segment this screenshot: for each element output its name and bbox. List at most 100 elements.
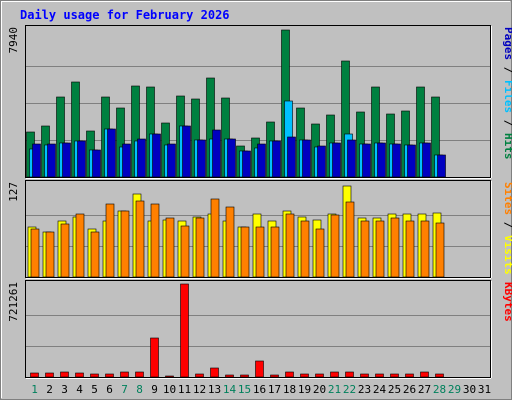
bar-pages-day-13 bbox=[212, 129, 221, 178]
bar-pages-day-25 bbox=[392, 143, 401, 178]
panel-frame bbox=[25, 25, 491, 178]
bar-sites-day-19 bbox=[300, 220, 310, 278]
bar-kbytes-day-20 bbox=[315, 373, 324, 378]
panel-hits-files-pages: 7940 Pages / Files / Hits bbox=[7, 25, 512, 179]
bar-sites-day-21 bbox=[330, 214, 340, 278]
day-label-18: 18 bbox=[283, 383, 296, 396]
series-kbytes bbox=[30, 283, 444, 378]
bar-pages-day-18 bbox=[287, 136, 296, 178]
legend-separator: / bbox=[502, 113, 512, 133]
bar-kbytes-day-18 bbox=[285, 371, 294, 378]
day-label-22: 22 bbox=[343, 383, 356, 396]
day-label-20: 20 bbox=[313, 383, 326, 396]
bar-kbytes-day-21 bbox=[330, 371, 339, 378]
bar-sites-day-13 bbox=[210, 198, 220, 278]
bar-sites-day-6 bbox=[105, 203, 115, 278]
day-label-25: 25 bbox=[388, 383, 401, 396]
day-label-29: 29 bbox=[448, 383, 461, 396]
day-label-26: 26 bbox=[403, 383, 416, 396]
bar-kbytes-day-27 bbox=[420, 371, 429, 378]
day-label-16: 16 bbox=[253, 383, 266, 396]
bar-sites-day-22 bbox=[345, 201, 355, 278]
bar-kbytes-day-23 bbox=[360, 373, 369, 378]
bar-kbytes-day-22 bbox=[345, 371, 354, 378]
bar-sites-day-4 bbox=[75, 213, 85, 278]
bar-pages-day-12 bbox=[197, 139, 206, 178]
bar-kbytes-day-8 bbox=[135, 371, 144, 378]
bar-kbytes-day-5 bbox=[90, 373, 99, 378]
bar-pages-day-19 bbox=[302, 139, 311, 178]
legend-entry-kbytes: KBytes bbox=[502, 282, 512, 322]
bar-kbytes-day-24 bbox=[375, 373, 384, 378]
bar-pages-day-22 bbox=[347, 139, 356, 178]
bar-sites-day-2 bbox=[45, 231, 55, 278]
legend-separator: / bbox=[502, 60, 512, 80]
day-label-17: 17 bbox=[268, 383, 281, 396]
panel-visits-sites: 127 Sites / Visits bbox=[7, 180, 512, 279]
legend-entry-files: Files bbox=[502, 80, 512, 113]
day-label-2: 2 bbox=[46, 383, 53, 396]
series-sites bbox=[30, 198, 445, 278]
day-label-5: 5 bbox=[91, 383, 98, 396]
day-label-6: 6 bbox=[106, 383, 113, 396]
panel-legend: Sites / Visits bbox=[502, 182, 512, 275]
y-axis-max-label: 721261 bbox=[7, 282, 20, 322]
bar-sites-day-3 bbox=[60, 223, 70, 278]
bar-sites-day-26 bbox=[405, 220, 415, 278]
bar-sites-day-10 bbox=[165, 217, 175, 278]
bar-sites-day-1 bbox=[30, 228, 40, 278]
bar-kbytes-day-26 bbox=[405, 373, 414, 378]
bar-kbytes-day-28 bbox=[435, 373, 444, 378]
day-label-21: 21 bbox=[328, 383, 341, 396]
day-label-1: 1 bbox=[31, 383, 38, 396]
bar-pages-day-15 bbox=[242, 150, 251, 178]
bar-pages-day-8 bbox=[137, 138, 146, 178]
day-label-7: 7 bbox=[121, 383, 128, 396]
bar-sites-day-15 bbox=[240, 226, 250, 278]
bar-pages-day-21 bbox=[332, 142, 341, 178]
bar-sites-day-12 bbox=[195, 217, 205, 278]
legend-entry-hits: Hits bbox=[502, 133, 512, 160]
bar-pages-day-1 bbox=[32, 143, 41, 178]
bar-sites-day-8 bbox=[135, 200, 145, 278]
bar-kbytes-day-19 bbox=[300, 373, 309, 378]
bar-pages-day-11 bbox=[182, 125, 191, 178]
bar-pages-day-24 bbox=[377, 142, 386, 178]
bar-sites-day-16 bbox=[255, 226, 265, 278]
bar-pages-day-28 bbox=[437, 154, 446, 178]
bar-pages-day-10 bbox=[167, 143, 176, 178]
panel-frame bbox=[25, 280, 491, 378]
bar-pages-day-5 bbox=[92, 149, 101, 178]
day-label-9: 9 bbox=[151, 383, 158, 396]
bar-kbytes-day-12 bbox=[195, 373, 204, 378]
bar-sites-day-9 bbox=[150, 203, 160, 278]
bar-pages-day-2 bbox=[47, 143, 56, 178]
bar-sites-day-11 bbox=[180, 225, 190, 278]
chart-title: Daily usage for February 2026 bbox=[20, 8, 230, 22]
bar-pages-day-17 bbox=[272, 140, 281, 178]
legend-entry-visits: Visits bbox=[502, 235, 512, 275]
y-axis-max-label: 127 bbox=[7, 182, 20, 202]
day-label-8: 8 bbox=[136, 383, 143, 396]
day-label-13: 13 bbox=[208, 383, 221, 396]
bar-kbytes-day-1 bbox=[30, 372, 39, 378]
bar-pages-day-20 bbox=[317, 145, 326, 178]
chart-panels: 7940 Pages / Files / Hits 127 Sites / Visit… bbox=[7, 25, 512, 379]
day-label-11: 11 bbox=[178, 383, 191, 396]
day-label-19: 19 bbox=[298, 383, 311, 396]
panel-legend: Pages / Files / Hits bbox=[502, 27, 512, 160]
bar-sites-day-28 bbox=[435, 222, 445, 278]
bar-sites-day-20 bbox=[315, 228, 325, 278]
bar-kbytes-day-14 bbox=[225, 374, 234, 378]
bar-kbytes-day-17 bbox=[270, 374, 279, 378]
bar-sites-day-27 bbox=[420, 220, 430, 278]
day-label-4: 4 bbox=[76, 383, 83, 396]
bar-sites-day-14 bbox=[225, 206, 235, 278]
bar-sites-day-17 bbox=[270, 226, 280, 278]
day-label-12: 12 bbox=[193, 383, 206, 396]
bar-kbytes-day-2 bbox=[45, 372, 54, 378]
day-labels: 1 2 3 4 5 6 7 8 9 10 11 12 13 14 15 16 17 18 19 20 21 22 23 24 2… bbox=[31, 383, 491, 396]
bar-kbytes-day-4 bbox=[75, 372, 84, 378]
